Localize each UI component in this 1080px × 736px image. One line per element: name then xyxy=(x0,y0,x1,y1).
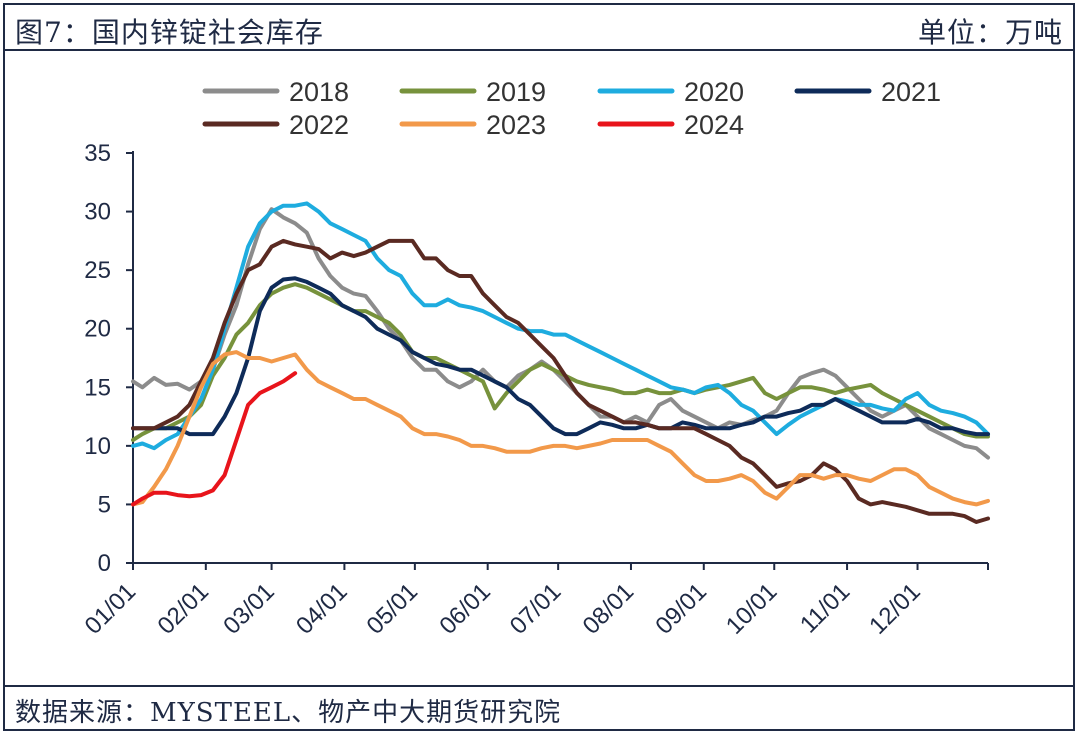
x-tick-label: 05/01 xyxy=(362,578,424,640)
y-tick-label: 15 xyxy=(84,374,111,401)
legend-label-2022: 2022 xyxy=(289,110,349,140)
legend-label-2021: 2021 xyxy=(881,77,941,107)
x-tick-label: 12/01 xyxy=(864,578,926,640)
legend-label-2018: 2018 xyxy=(289,77,349,107)
x-tick-label: 04/01 xyxy=(291,578,353,640)
y-tick-label: 5 xyxy=(98,491,111,518)
y-tick-label: 10 xyxy=(84,433,111,460)
chart-footer: 数据来源：MYSTEEL、物产中大期货研究院 xyxy=(5,685,1073,729)
chart-header: 图7：国内锌锭社会库存 单位：万吨 xyxy=(5,5,1073,51)
series-line-2021 xyxy=(131,276,990,437)
legend: 2018 2019 2020 2021 2022 2023 2024 xyxy=(202,77,941,140)
x-tick-label: 06/01 xyxy=(434,578,496,640)
series-lines xyxy=(131,201,990,524)
x-tick-label: 11/01 xyxy=(795,578,855,638)
series-line-2023 xyxy=(131,350,990,507)
series-line-2019 xyxy=(131,282,990,442)
legend-label-2023: 2023 xyxy=(486,110,546,140)
chart-frame: 图7：国内锌锭社会库存 单位：万吨 数据来源：MYSTEEL、物产中大期货研究院 xyxy=(3,3,1075,731)
series-line-2024 xyxy=(131,371,298,507)
series-line-2020 xyxy=(131,201,990,451)
x-tick-label: 01/01 xyxy=(80,578,142,640)
source-note: 数据来源：MYSTEEL、物产中大期货研究院 xyxy=(15,698,562,728)
series-line-2022 xyxy=(131,238,990,524)
legend-label-2019: 2019 xyxy=(486,77,546,107)
y-tick-label: 20 xyxy=(84,316,111,343)
y-tick-label: 30 xyxy=(84,199,111,226)
legend-label-2020: 2020 xyxy=(684,77,744,107)
x-tick-label: 10/01 xyxy=(721,578,783,640)
x-tick-label: 09/01 xyxy=(650,578,712,640)
x-tick-label: 02/01 xyxy=(152,578,214,640)
x-tick-label: 08/01 xyxy=(578,578,640,640)
x-tick-label: 07/01 xyxy=(505,578,567,640)
y-tick-label: 0 xyxy=(98,550,111,577)
legend-label-2024: 2024 xyxy=(684,110,744,140)
y-tick-label: 35 xyxy=(84,140,111,167)
unit-label: 单位：万吨 xyxy=(917,16,1063,49)
x-tick-label: 03/01 xyxy=(218,578,280,640)
y-tick-label: 25 xyxy=(84,257,111,284)
chart-title: 图7：国内锌锭社会库存 xyxy=(15,16,324,49)
